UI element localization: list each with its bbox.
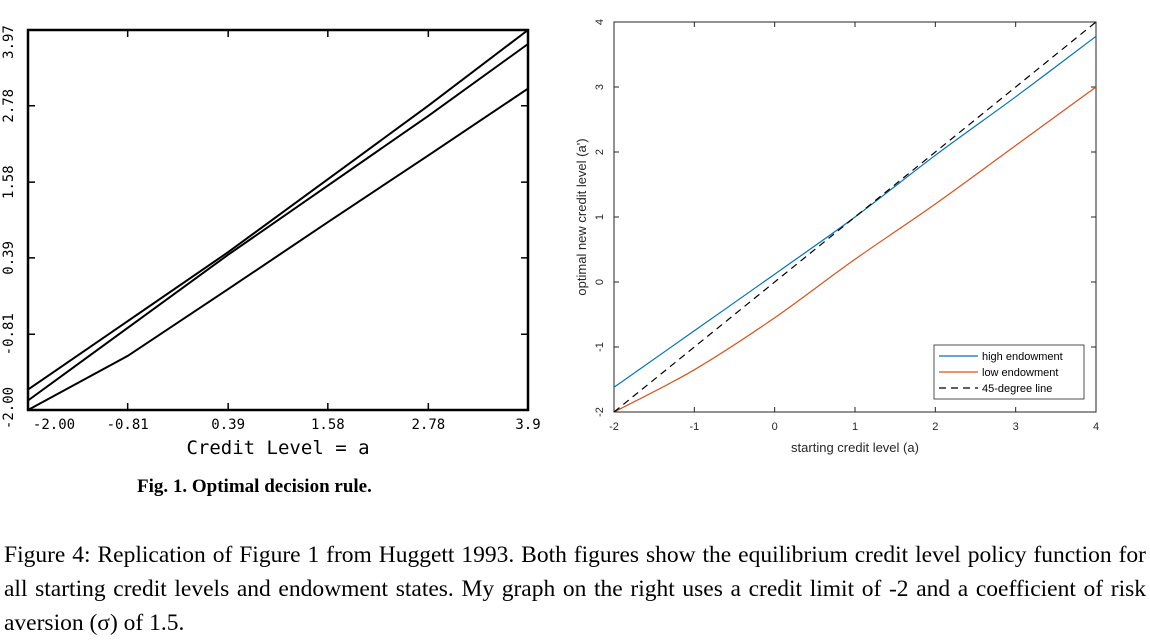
figure-caption: Figure 4: Replication of Figure 1 from H… [4, 542, 1146, 636]
series-line-high-endowment [613, 35, 1097, 388]
x-axis-label: Credit Level = a [186, 437, 369, 459]
replication-chart: -2 -1 0 1 2 3 4 -2 -1 0 1 2 3 4 high endowment low endo… [574, 19, 1099, 455]
series-line-45-degree-line [613, 21, 1097, 413]
legend-label: low endowment [982, 367, 1058, 379]
series-line-1 [27, 43, 529, 402]
plot-frame [26, 28, 530, 412]
x-tick-label: -2.00 [33, 417, 75, 433]
x-tick-label: 3 [1013, 421, 1019, 433]
x-tick-label: 2.78 [411, 417, 445, 433]
y-tick-label: 4 [594, 19, 606, 25]
x-tick-label: 1.58 [311, 417, 345, 433]
x-tick-label: 0 [772, 421, 778, 433]
x-tick-label: 0.39 [211, 417, 245, 433]
x-tick-label: -1 [689, 421, 699, 433]
x-tick-label: 3.9 [515, 417, 540, 433]
series-line-2 [27, 87, 529, 411]
y-tick-label: 2.78 [1, 89, 17, 123]
y-tick-label: -1 [594, 342, 606, 352]
y-tick-label: -2 [594, 407, 606, 417]
x-tick-label: -0.81 [107, 417, 149, 433]
series-line-0 [27, 29, 529, 391]
huggett-original-chart: -2.00 -0.81 0.39 1.58 2.78 3.9 -2.00 -0.81 0.39 1… [1, 25, 540, 459]
y-tick-label: 0 [594, 279, 606, 285]
x-tick-label: 1 [852, 421, 858, 433]
series-line-low-endowment [613, 86, 1097, 413]
y-tick-label: 3 [594, 84, 606, 90]
x-tick-label: 2 [932, 421, 938, 433]
original-figure-caption: Fig. 1. Optimal decision rule. [137, 476, 372, 497]
y-tick-label: 3.97 [1, 25, 17, 59]
y-tick-label: 1.58 [1, 165, 17, 199]
y-axis-label: optimal new credit level (a') [574, 138, 589, 295]
legend-label: high endowment [982, 351, 1063, 363]
y-tick-label: -0.81 [1, 313, 17, 355]
y-tick-label: 2 [594, 149, 606, 155]
x-tick-label: -2 [609, 421, 619, 433]
x-axis-label: starting credit level (a) [791, 440, 919, 455]
legend-label: 45-degree line [982, 383, 1052, 395]
x-tick-label: 4 [1093, 421, 1099, 433]
y-tick-label: -2.00 [1, 387, 17, 429]
y-tick-label: 0.39 [1, 241, 17, 275]
y-tick-label: 1 [594, 214, 606, 220]
